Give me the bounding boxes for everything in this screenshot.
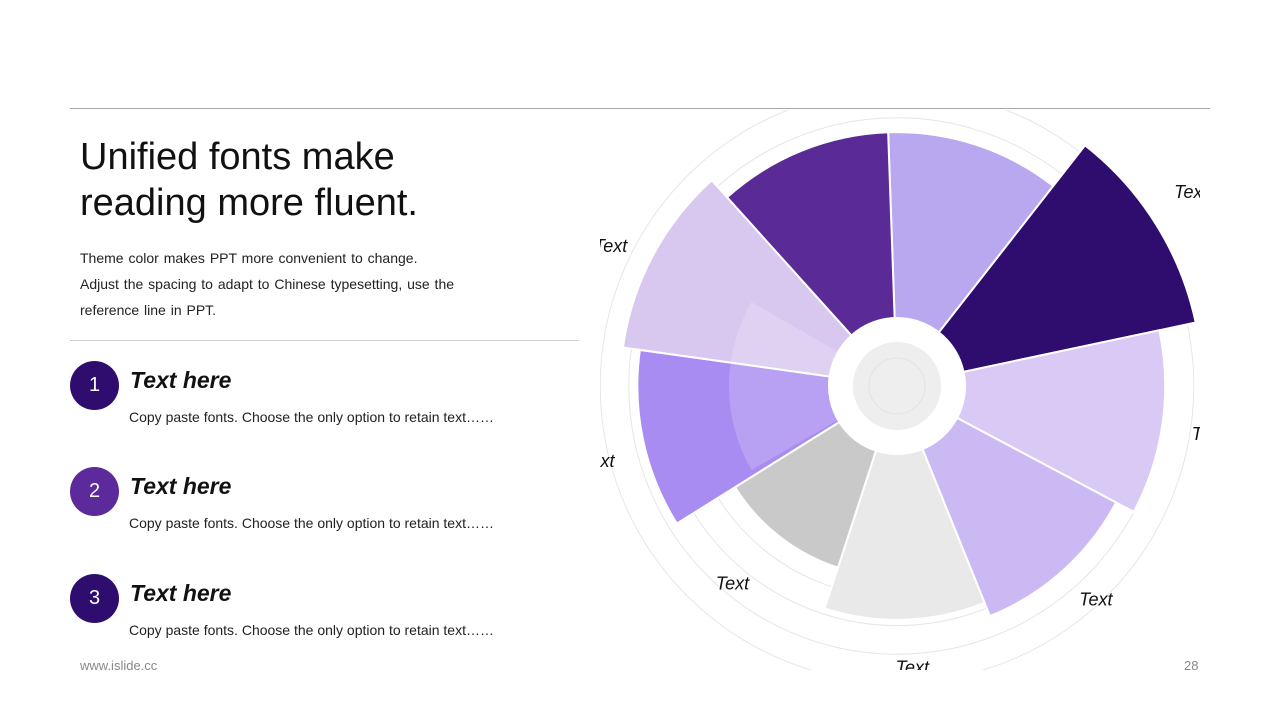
segment-label-6: Text	[716, 573, 750, 593]
description-line-2: Adjust the spacing to adapt to Chinese t…	[80, 276, 455, 292]
description-line-3: reference line in PPT.	[80, 302, 217, 318]
item-description-3: Copy paste fonts. Choose the only option…	[129, 622, 494, 638]
segment-label-5: Text	[896, 658, 930, 670]
top-divider	[70, 108, 1210, 109]
number-badge-3: 3	[70, 574, 119, 623]
grid-ring	[600, 110, 1195, 670]
list-item-2: 2 Text here Copy paste fonts. Choose the…	[70, 467, 590, 547]
item-title-3: Text here	[130, 580, 232, 606]
segment-label-2: Text	[1174, 182, 1200, 202]
title-line-2: reading more fluent.	[80, 182, 418, 224]
chart-sectors	[621, 131, 1197, 621]
polar-area-chart: TextTextTextTextTextTextTextText	[600, 110, 1200, 670]
chart-labels: TextTextTextTextTextTextTextText	[600, 182, 1200, 670]
number-badge-1: 1	[70, 361, 119, 410]
list-item-1: 1 Text here Copy paste fonts. Choose the…	[70, 361, 590, 441]
section-divider	[70, 340, 579, 341]
item-title-1: Text here	[130, 367, 232, 393]
description: Theme color makes PPT more convenient to…	[80, 245, 500, 323]
overlay-highlight	[729, 302, 839, 470]
item-description-2: Copy paste fonts. Choose the only option…	[129, 515, 494, 531]
segment-label-4: Text	[1079, 590, 1113, 610]
slide-title: Unified fonts make reading more fluent.	[80, 134, 560, 226]
center-disc	[853, 342, 941, 430]
segment-label-8: Text	[600, 236, 628, 256]
title-line-1: Unified fonts make	[80, 136, 395, 178]
chart-center	[829, 318, 965, 454]
footer-url: www.islide.cc	[80, 658, 158, 673]
item-description-1: Copy paste fonts. Choose the only option…	[129, 409, 494, 425]
segment-label-7: Text	[600, 451, 615, 471]
list-item-3: 3 Text here Copy paste fonts. Choose the…	[70, 574, 590, 654]
number-badge-2: 2	[70, 467, 119, 516]
center-inner-ring	[868, 357, 926, 415]
segment-label-3: Text	[1192, 424, 1200, 444]
item-title-2: Text here	[130, 473, 232, 499]
description-line-1: Theme color makes PPT more convenient to…	[80, 250, 418, 266]
page-number: 28	[1184, 658, 1199, 673]
